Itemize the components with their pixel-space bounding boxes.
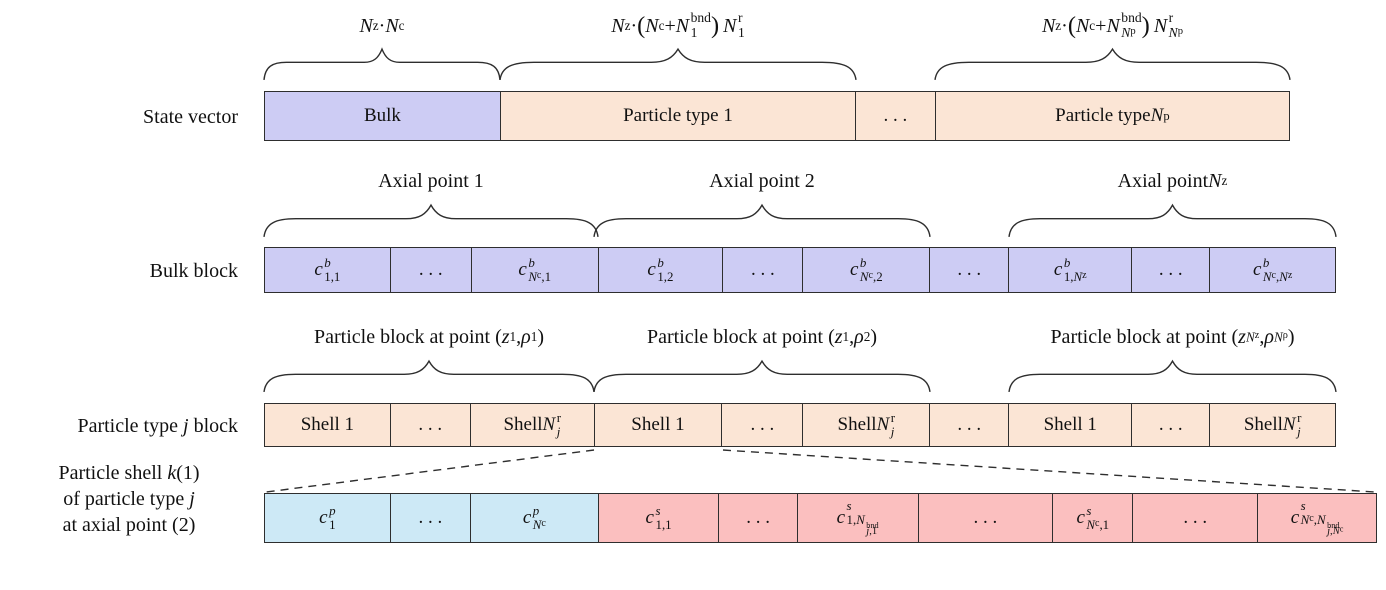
brace	[1009, 360, 1336, 393]
side-label-particle-shell-line2: of particle type j	[63, 488, 195, 510]
cell-shell-1: Shell 1	[1009, 404, 1133, 446]
brace	[594, 204, 930, 238]
cell-ellipsis: . . .	[722, 404, 804, 446]
cell-particle-type-1: Particle type 1	[500, 92, 857, 140]
brace	[935, 48, 1290, 81]
state-vector-row: Bulk Particle type 1 . . . Particle type…	[264, 91, 1290, 141]
cell-cb-nc-2: c b Nc,2	[803, 248, 931, 292]
brace-label-particle-block-z1-rho2: Particle block at point (z 1, ρ 2)	[647, 325, 877, 348]
cell-cp-nc: c p Nc	[470, 494, 599, 542]
zoom-dashed-line-left	[265, 449, 595, 493]
cell-cs-nc-1: c s Nc,1	[1053, 494, 1134, 542]
cell-ellipsis: . . .	[719, 494, 798, 542]
bulk-block-row: c b 1,1 . . . c b Nc,1 c b 1,2 . . . c b Nc,2 . …	[264, 247, 1336, 293]
cell-bulk: Bulk	[265, 92, 501, 140]
side-label-particle-shell: Particle shell k(1) of particle type j a…	[10, 460, 248, 538]
side-label-particle-type-block: Particle type j block	[77, 415, 238, 437]
cell-ellipsis: . . .	[723, 248, 804, 292]
cell-cs-1-1: c s 1,1	[598, 494, 720, 542]
cell-ellipsis: . . .	[856, 92, 936, 140]
cell-cb-1-nz: c b 1,Nz	[1009, 248, 1133, 292]
cell-ellipsis: . . .	[390, 494, 471, 542]
cell-cb-1-1: c b 1,1	[265, 248, 391, 292]
side-label-particle-shell-line3: at axial point (2)	[62, 514, 196, 536]
cell-shell-1: Shell 1	[265, 404, 391, 446]
side-label-particle-shell-line1: Particle shell k(1)	[58, 462, 200, 484]
cell-cs-1-nbnd: c s 1,N bnd j,1	[797, 494, 919, 542]
cell-shell-1: Shell 1	[594, 404, 723, 446]
brace-label-particle-block-z1-rho1: Particle block at point (z 1, ρ 1)	[314, 325, 544, 348]
brace	[264, 360, 594, 393]
cell-ellipsis: . . .	[930, 404, 1010, 446]
cell-ellipsis: . . .	[390, 404, 471, 446]
brace	[594, 360, 930, 393]
cell-cb-1-2: c b 1,2	[598, 248, 724, 292]
brace	[264, 204, 598, 238]
cell-cb-nc-1: c b Nc,1	[471, 248, 599, 292]
brace	[500, 48, 856, 81]
cell-ellipsis: . . .	[1132, 248, 1211, 292]
cell-ellipsis: . . .	[930, 248, 1010, 292]
side-label-bulk-block: Bulk block	[149, 260, 238, 282]
brace	[264, 48, 500, 81]
zoom-dashed-line-right	[722, 449, 1376, 493]
brace-label-axial-point-1: Axial point 1	[378, 169, 484, 192]
brace-label-axial-point-2: Axial point 2	[709, 169, 815, 192]
cell-ellipsis: . . .	[918, 494, 1054, 542]
brace-label-particle-block-znz-rhonrho: Particle block at point (z Nz, ρ Nρ)	[1050, 325, 1295, 348]
side-label-state-vector: State vector	[143, 106, 238, 128]
cell-cb-nc-nz: c b Nc,Nz	[1210, 248, 1335, 292]
cell-ellipsis: . . .	[1133, 494, 1259, 542]
cell-ellipsis: . . .	[390, 248, 472, 292]
brace	[1009, 204, 1336, 238]
cell-cs-nc-nbnd: c s Nc,N bnd j,Nc	[1258, 494, 1376, 542]
cell-ellipsis: . . .	[1132, 404, 1211, 446]
